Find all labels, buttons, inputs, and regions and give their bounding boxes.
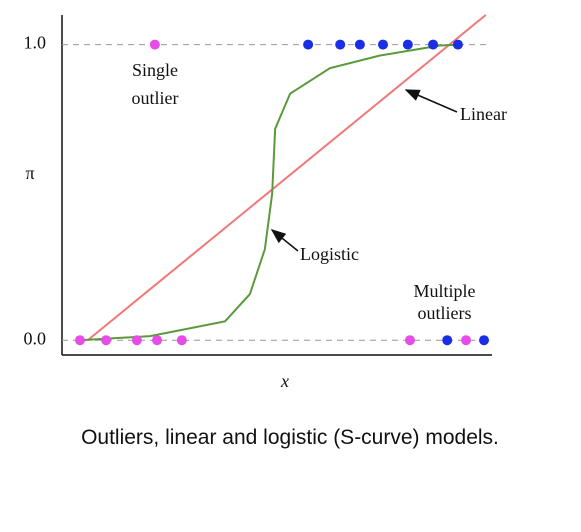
point: [428, 39, 439, 50]
point: [402, 39, 413, 50]
caption: Outliers, linear and logistic (S-curve) …: [81, 426, 499, 449]
point: [101, 335, 112, 346]
point: [335, 39, 346, 50]
line: [87, 14, 487, 341]
point: [404, 335, 415, 346]
y-tick-label: 0.0: [24, 328, 47, 348]
point: [131, 335, 142, 346]
point: [461, 335, 472, 346]
point: [176, 335, 187, 346]
point: [479, 335, 490, 346]
y-axis-label: π: [25, 163, 34, 183]
y-tick-label: 1.0: [24, 33, 47, 53]
arrow: [404, 89, 458, 113]
point: [74, 335, 85, 346]
point: [452, 39, 463, 50]
annotation: Single outlier: [131, 60, 179, 108]
arrow: [270, 229, 299, 252]
point: [378, 39, 388, 50]
x-axis-label: x: [280, 371, 289, 391]
point: [149, 39, 160, 50]
annotation: Multiple outliers: [413, 281, 476, 323]
point: [354, 39, 365, 50]
point: [303, 39, 314, 50]
line: [79, 43, 461, 342]
line-label: Logistic: [300, 244, 359, 264]
point: [442, 335, 453, 346]
line-label: Linear: [460, 104, 507, 124]
point: [152, 335, 163, 346]
chart: π x 0.0 1.0: [24, 14, 492, 391]
